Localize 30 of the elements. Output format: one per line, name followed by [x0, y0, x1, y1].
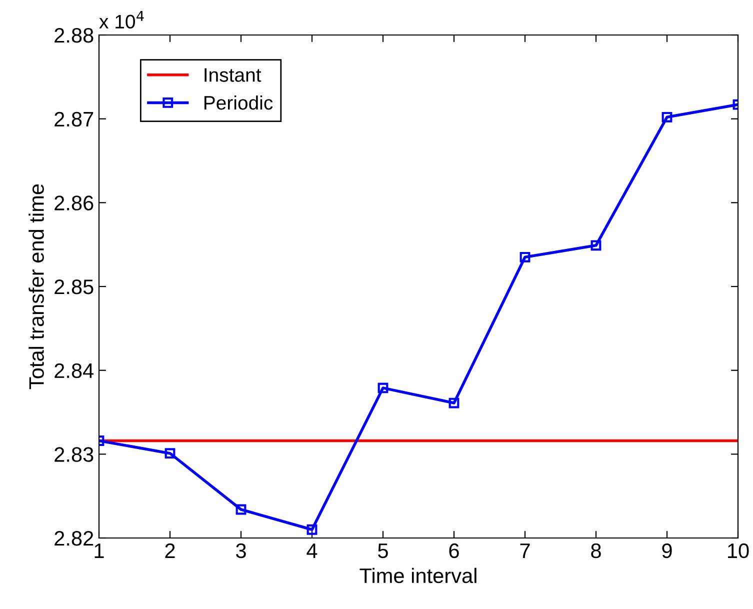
point [378, 382, 388, 394]
legend-label: Instant [204, 68, 262, 82]
y-tick-label: 2.83 [54, 447, 94, 462]
x-tick-label: 7 [520, 544, 530, 558]
x-tick-label: 6 [449, 543, 459, 558]
x-tick-label: 3 [236, 543, 246, 558]
y-tick-label: 2.85 [54, 280, 94, 294]
x-tick-label: 10 [728, 543, 749, 558]
x-tick-label: 1 [94, 544, 104, 558]
legend-label: Periodic [204, 95, 273, 110]
x-tick-label: 5 [378, 544, 388, 558]
point [236, 504, 246, 515]
x-axis-title: Time interval [360, 568, 476, 584]
x-tick-label: 4 [306, 544, 318, 558]
point [662, 112, 672, 122]
point [448, 398, 460, 408]
point [306, 524, 318, 535]
y-tick-label: 2.88 [54, 28, 94, 43]
point [520, 252, 530, 262]
y-tick-label: 2.84 [54, 363, 94, 378]
y-axis-title: Total transfer end time [28, 184, 44, 390]
x-tick-label: 9 [662, 543, 672, 558]
x-tick-label: 8 [591, 543, 601, 558]
y-tick-label: 2.82 [54, 531, 94, 546]
y-tick-label: 2.87 [54, 112, 94, 127]
text: x 10$^{4}$ [99, 10, 144, 29]
x-tick-label: 2 [165, 543, 175, 558]
point [590, 240, 602, 251]
point [164, 448, 176, 459]
y-tick-label: 2.86 [54, 196, 94, 210]
